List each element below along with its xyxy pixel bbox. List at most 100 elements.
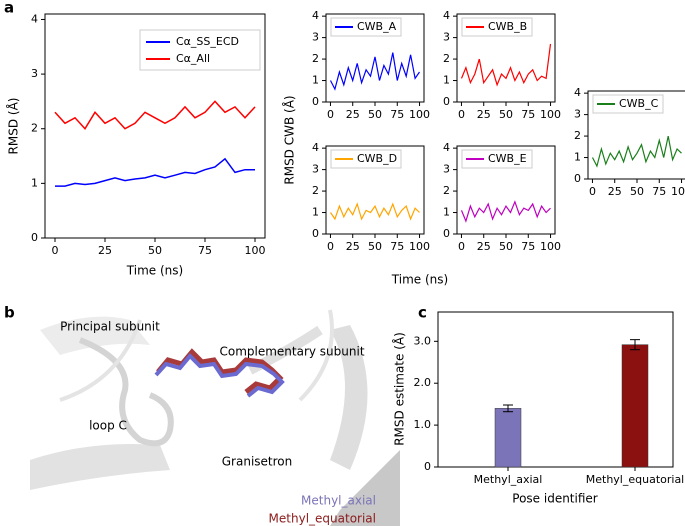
x-tick-label: 0 bbox=[458, 240, 465, 253]
x-tick-label: 0 bbox=[52, 244, 59, 257]
x-tick-label: 25 bbox=[608, 185, 622, 198]
x-tick-label: 50 bbox=[499, 240, 513, 253]
figure-label: Granisetron bbox=[222, 455, 292, 469]
y-tick-label: 3 bbox=[443, 31, 450, 44]
y-tick-label: 1 bbox=[31, 176, 38, 189]
legend-box bbox=[330, 149, 402, 169]
legend-label: Cα_SS_ECD bbox=[176, 35, 239, 48]
y-tick-label: 3 bbox=[443, 163, 450, 176]
legend-label: CWB_B bbox=[488, 20, 527, 33]
x-tick-label: 0 bbox=[327, 240, 334, 253]
y-tick-label: 0 bbox=[574, 172, 581, 185]
figure-label: Principal subunit bbox=[60, 320, 160, 334]
line-series bbox=[54, 100, 256, 130]
y-tick-label: 2 bbox=[574, 129, 581, 142]
axis-title: RMSD estimate (Å) bbox=[392, 332, 407, 446]
loop bbox=[298, 309, 334, 402]
x-tick-label: 75 bbox=[390, 240, 404, 253]
x-tick-label: 25 bbox=[346, 240, 360, 253]
y-tick-label: 2 bbox=[443, 52, 450, 65]
panel-label: b bbox=[4, 304, 15, 322]
legend-label: CWB_D bbox=[357, 152, 397, 165]
y-tick-label: 0 bbox=[424, 460, 431, 473]
y-tick-label: 4 bbox=[312, 9, 319, 22]
x-tick-label: 50 bbox=[148, 244, 162, 257]
line-series bbox=[460, 200, 551, 223]
x-tick-label: 25 bbox=[477, 108, 491, 121]
y-tick-label: 4 bbox=[31, 12, 38, 25]
ribbon bbox=[330, 450, 400, 526]
y-tick-label: 3 bbox=[31, 67, 38, 80]
x-tick-label: Methyl_equatorial bbox=[586, 473, 685, 486]
figure-label: loop C bbox=[89, 419, 127, 433]
axis-title: Pose identifier bbox=[512, 492, 598, 506]
y-tick-label: 3 bbox=[312, 31, 319, 44]
y-tick-label: 2 bbox=[312, 52, 319, 65]
legend-box bbox=[330, 17, 402, 37]
ribbon bbox=[40, 316, 150, 355]
y-tick-label: 1 bbox=[312, 206, 319, 219]
x-tick-label: 100 bbox=[409, 240, 430, 253]
y-tick-label: 0 bbox=[443, 95, 450, 108]
axis-title: Time (ns) bbox=[391, 273, 448, 287]
legend-box bbox=[139, 29, 261, 71]
y-tick-label: 1 bbox=[443, 74, 450, 87]
x-tick-label: 50 bbox=[368, 108, 382, 121]
x-tick-label: 100 bbox=[245, 244, 266, 257]
bar bbox=[621, 344, 649, 468]
plot-frame bbox=[437, 311, 674, 468]
y-tick-label: 1.0 bbox=[414, 418, 432, 431]
x-tick-label: 75 bbox=[198, 244, 212, 257]
x-tick-label: 25 bbox=[98, 244, 112, 257]
axis-title: RMSD CWB (Å) bbox=[282, 95, 297, 184]
y-tick-label: 0 bbox=[312, 95, 319, 108]
loop bbox=[59, 319, 142, 402]
y-tick-label: 2 bbox=[443, 184, 450, 197]
x-tick-label: 75 bbox=[521, 240, 535, 253]
x-tick-label: 50 bbox=[368, 240, 382, 253]
y-tick-label: 4 bbox=[574, 86, 581, 99]
legend-box bbox=[461, 17, 533, 37]
y-tick-label: 4 bbox=[312, 141, 319, 154]
ribbon bbox=[30, 444, 170, 490]
y-tick-label: 3 bbox=[312, 163, 319, 176]
axis-title: RMSD (Å) bbox=[6, 98, 21, 155]
x-tick-label: 0 bbox=[327, 108, 334, 121]
y-tick-label: 3 bbox=[574, 108, 581, 121]
y-tick-label: 2.0 bbox=[414, 376, 432, 389]
x-tick-label: 0 bbox=[458, 108, 465, 121]
y-tick-label: 0 bbox=[312, 227, 319, 240]
x-tick-label: Methyl_axial bbox=[474, 473, 543, 486]
x-tick-label: 75 bbox=[521, 108, 535, 121]
line-series bbox=[460, 43, 552, 87]
legend-label: CWB_E bbox=[488, 152, 527, 165]
x-tick-label: 100 bbox=[540, 108, 561, 121]
y-tick-label: 4 bbox=[443, 141, 450, 154]
x-tick-label: 25 bbox=[477, 240, 491, 253]
legend-label: CWB_A bbox=[357, 20, 397, 33]
y-tick-label: 2 bbox=[31, 122, 38, 135]
x-tick-label: 75 bbox=[390, 108, 404, 121]
legend-box bbox=[461, 149, 533, 169]
line-series bbox=[591, 135, 682, 168]
line-series bbox=[330, 202, 420, 221]
y-tick-label: 1 bbox=[574, 151, 581, 164]
ribbon bbox=[330, 325, 368, 470]
x-tick-label: 100 bbox=[540, 240, 561, 253]
x-tick-label: 0 bbox=[589, 185, 596, 198]
y-tick-label: 3.0 bbox=[414, 334, 432, 347]
structure-image bbox=[30, 300, 400, 526]
x-tick-label: 50 bbox=[630, 185, 644, 198]
panel-label: c bbox=[418, 304, 427, 322]
x-tick-label: 50 bbox=[499, 108, 513, 121]
x-tick-label: 75 bbox=[652, 185, 666, 198]
axis-title: Time (ns) bbox=[126, 264, 183, 278]
legend-box bbox=[592, 94, 664, 114]
y-tick-label: 0 bbox=[31, 231, 38, 244]
figure-legend: Methyl_equatorial bbox=[269, 512, 376, 526]
legend-label: Cα_All bbox=[176, 52, 210, 65]
x-tick-label: 100 bbox=[409, 108, 430, 121]
molecule-axial bbox=[154, 353, 285, 398]
y-tick-label: 1 bbox=[312, 74, 319, 87]
